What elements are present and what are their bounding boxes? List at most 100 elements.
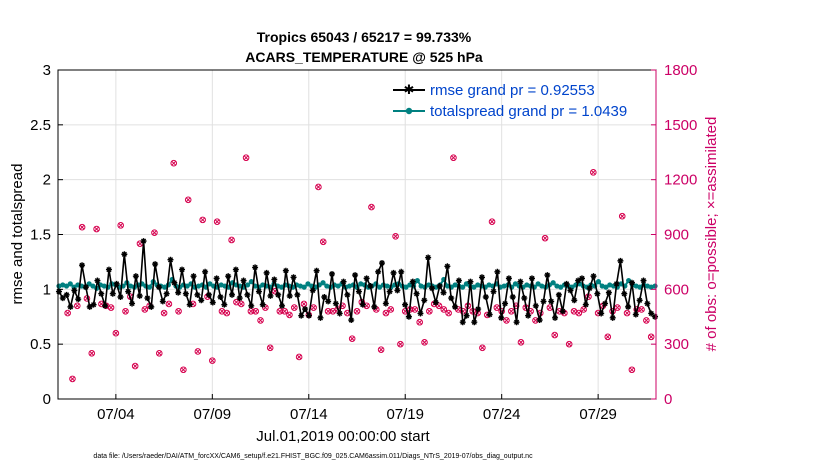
x-tick-label: 07/09 [194,406,232,423]
rmse-point [248,302,255,309]
obs-possible-point [107,304,115,311]
rmse-point [467,278,474,285]
rmse-point [505,275,512,282]
obs-assimilated-point [325,308,331,314]
rmse-point [205,291,212,298]
obs-possible-point [175,307,182,315]
obs-assimilated-point [581,306,587,312]
obs-assimilated-point [518,339,524,345]
right-axis-ticks: 0 300 600 900 1200 1500 1800 [651,62,697,408]
rmse-point [148,303,155,310]
totalspread-point [460,284,466,290]
obs-possible-point [257,317,264,324]
obs-assimilated-point [450,155,457,161]
obs-assimilated-point [267,345,273,351]
obs-possible-point [252,307,260,315]
obs-possible-point [213,218,221,226]
obs-assimilated-point [344,310,350,316]
rmse-point [213,275,220,282]
left-tick-label: 1.5 [30,227,51,244]
totalspread-point [403,284,409,290]
obs-possible-point [392,233,399,240]
rmse-point [279,302,286,309]
rmse-point [229,291,236,298]
rmse-point [594,290,601,297]
rmse-point [325,298,332,305]
rmse-point [563,280,570,287]
obs-possible-point [387,306,395,313]
obs-assimilated-point [180,367,186,373]
left-tick-label: 0 [43,391,51,408]
totalspread-point [550,280,556,286]
obs-assimilated-point [368,204,375,210]
obs-assimilated-point [65,310,71,316]
rmse-point [321,294,328,301]
obs-possible-point [517,339,525,346]
obs-possible-point [575,309,583,317]
rmse-point [363,275,370,282]
obs-possible-point [623,309,631,317]
obs-possible-point [300,300,308,308]
obs-assimilated-point [195,348,201,355]
rmse-point [332,300,339,307]
rmse-point [513,319,520,326]
rmse-point [225,273,232,280]
obs-assimilated-point [590,169,596,175]
rmse-point [352,272,359,279]
obs-assimilated-point [614,305,620,311]
obs-possible-point [541,234,549,242]
rmse-point [109,290,116,297]
obs-possible-point [421,339,428,346]
obs-possible-point [170,159,178,167]
totalspread-point [335,283,341,289]
obs-possible-point [64,309,71,317]
obs-possible-point [286,311,293,319]
obs-possible-point [647,333,655,341]
rmse-point [171,279,178,286]
rmse-point [382,300,389,307]
obs-assimilated-point [69,376,76,382]
totalspread-point [184,283,190,289]
obs-assimilated-point [224,310,230,316]
rmse-point [140,238,147,245]
obs-assimilated-point [137,241,143,247]
obs-possible-point [78,223,86,231]
obs-possible-point [382,309,390,317]
rmse-point [136,292,143,299]
right-tick-label: 900 [664,227,689,244]
obs-assimilated-point [576,310,582,316]
obs-assimilated-point [156,350,162,356]
rmse-point [63,291,70,298]
obs-assimilated-point [277,308,283,314]
obs-assimilated-point [161,310,167,316]
rmse-point [578,275,585,282]
rmse-point [455,277,462,284]
obs-assimilated-point [122,308,129,314]
obs-possible-point [377,346,385,353]
obs-possible-point [440,306,448,313]
rmse-point [244,291,251,298]
x-axis-label: Jul.01,2019 00:00:00 start [256,428,430,445]
left-tick-label: 1 [43,281,51,298]
obs-possible-point [604,333,612,341]
obs-possible-point [242,154,250,162]
rmse-point [409,278,416,285]
obs-assimilated-point [79,224,85,230]
x-axis-ticks: 07/04 07/09 07/14 07/19 07/24 07/29 [97,394,617,423]
obs-assimilated-point [571,308,577,314]
obs-possible-point [397,340,404,348]
obs-assimilated-point [378,347,384,353]
obs-possible-point [324,307,332,315]
obs-possible-point [315,183,322,191]
rmse-point [598,310,605,317]
obs-possible-point [199,216,206,224]
obs-assimilated-point [200,217,206,223]
obs-possible-point [194,348,202,355]
obs-possible-point [237,300,245,308]
obs-possible-point [435,302,443,310]
obs-possible-point [295,353,303,361]
obs-assimilated-point [412,306,418,312]
rmse-point [86,303,93,310]
rmse-point [55,288,62,295]
obs-possible-point [479,344,486,352]
